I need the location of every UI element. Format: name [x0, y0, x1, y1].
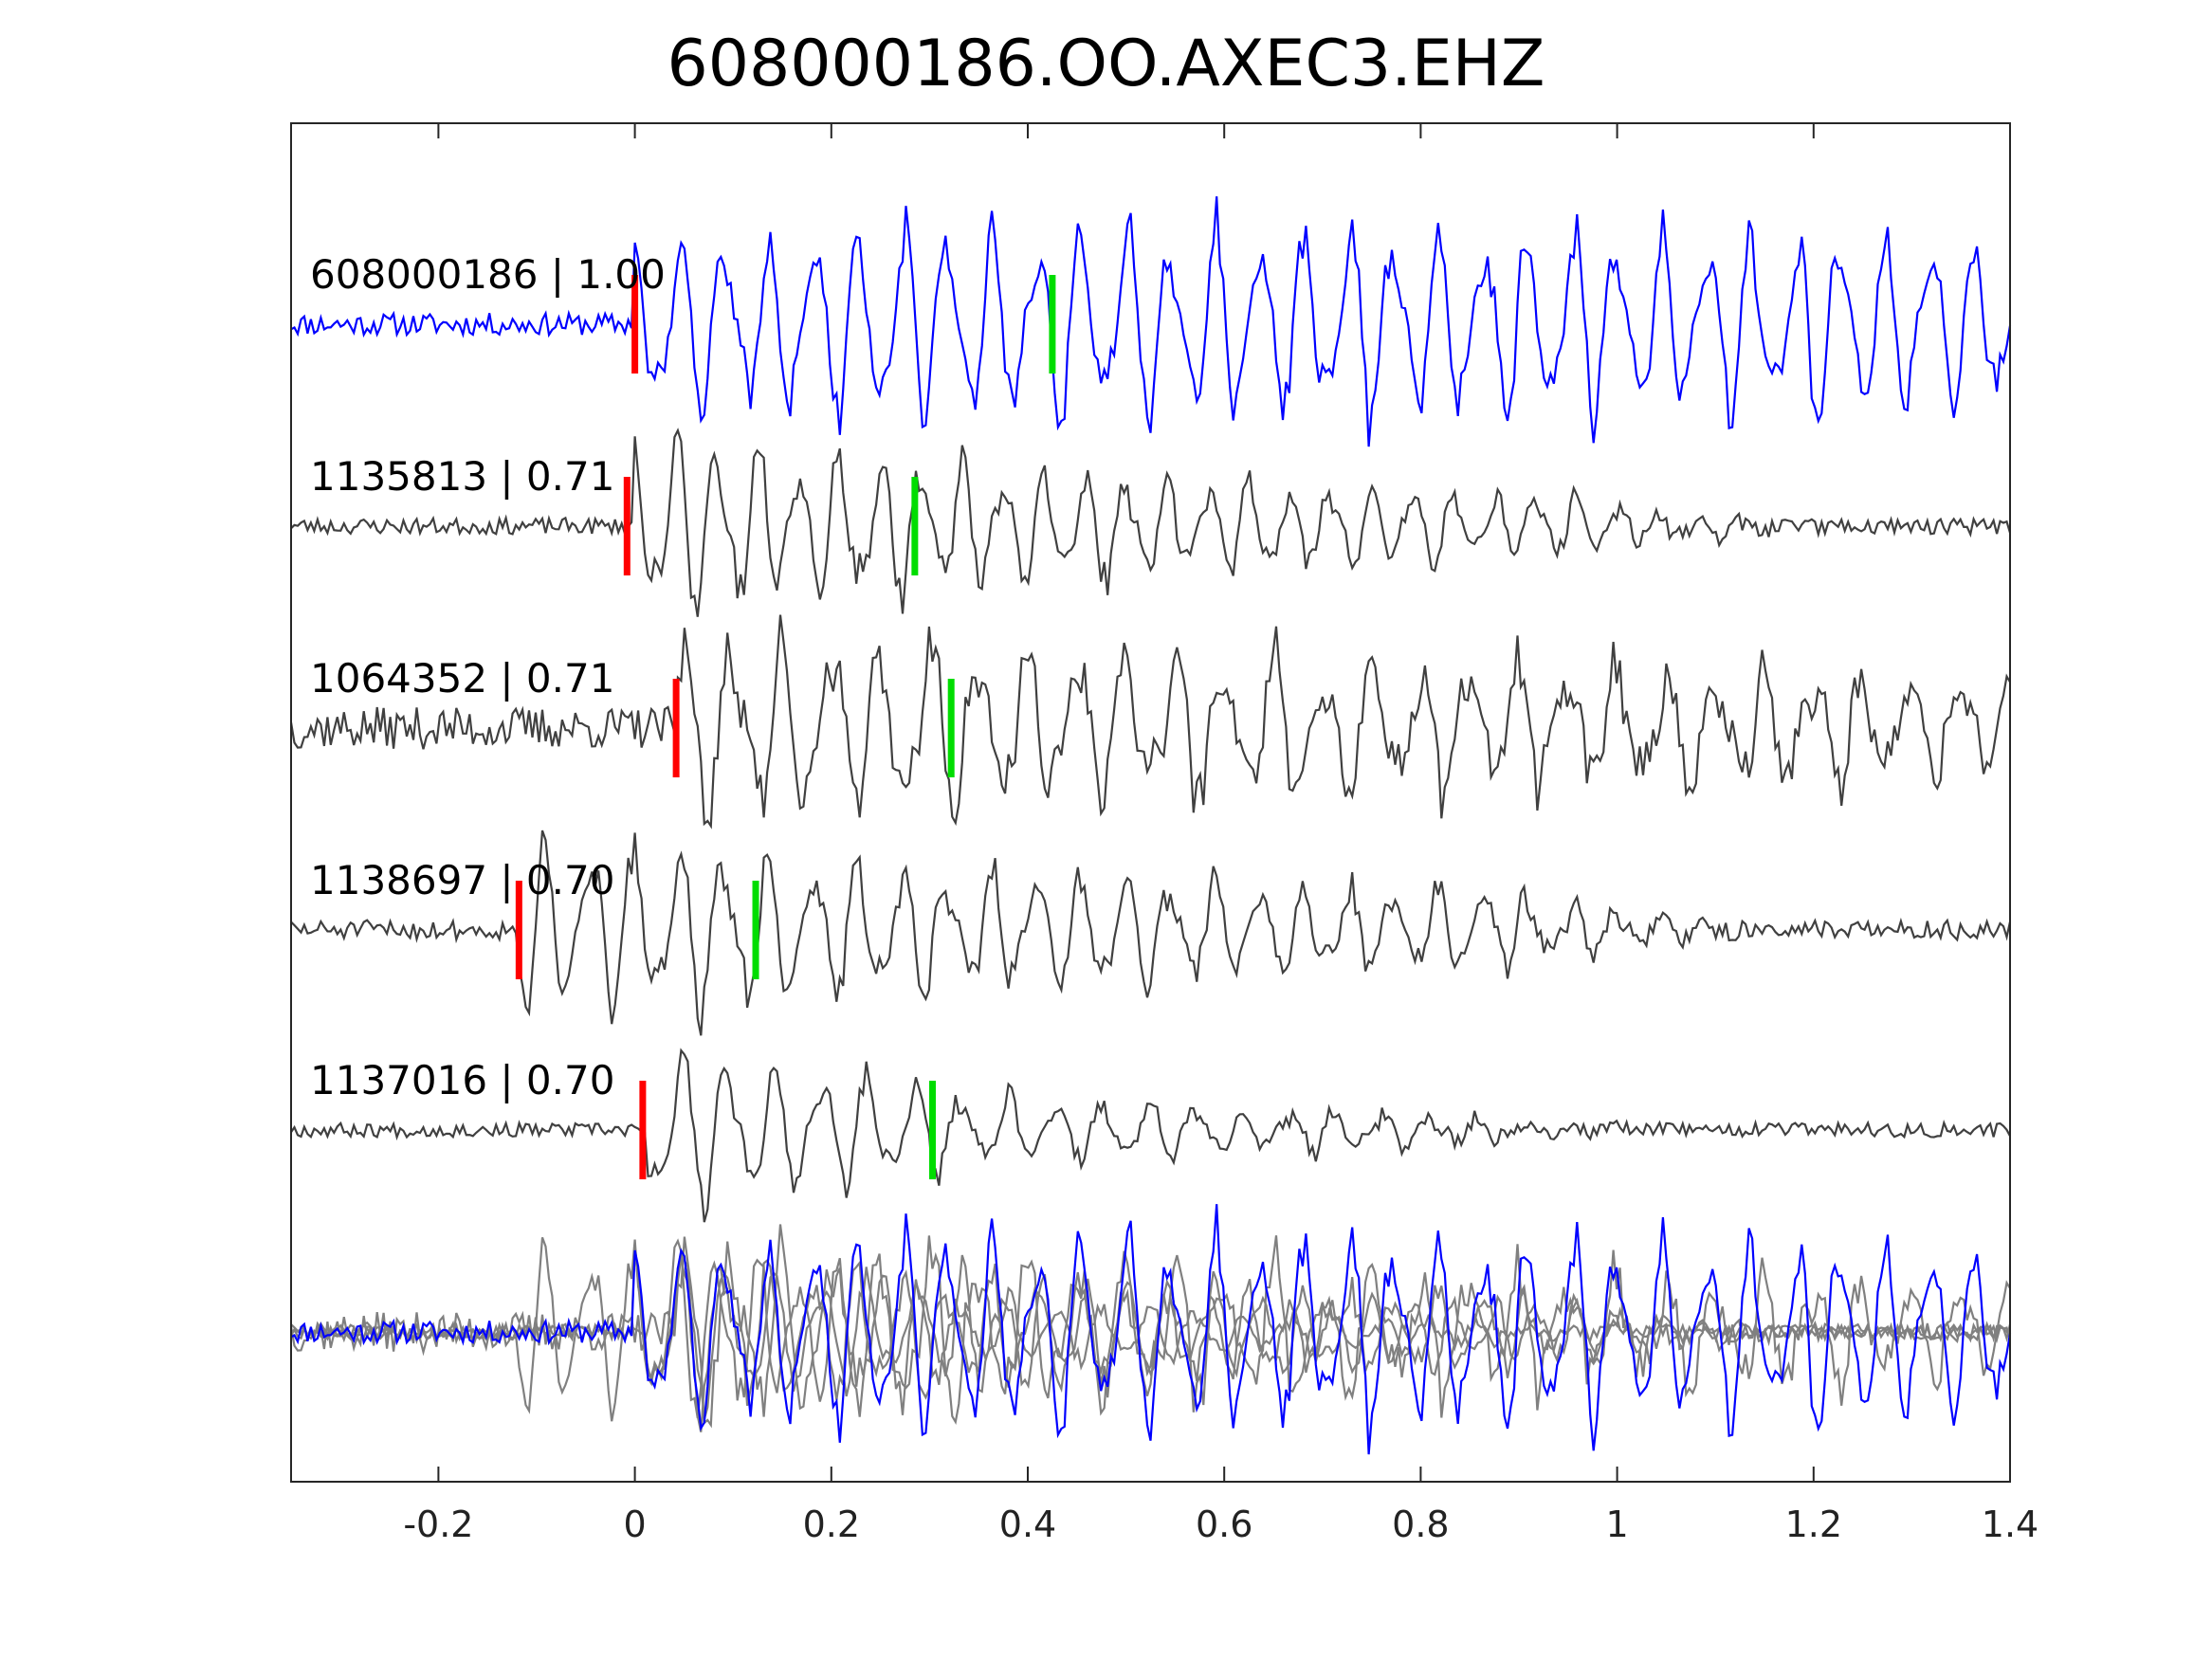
x-tick-label: 1 [1606, 1504, 1629, 1545]
stack-trace-template [290, 1204, 2012, 1455]
trace-labels-group: 608000186 | 1.00 1135813 | 0.71 1064352 | … [310, 251, 666, 1103]
x-ticks-group: -0.2 0 0.2 0.4 0.6 0.8 1 1.2 1.4 [403, 123, 2038, 1545]
stacked-traces-group [289, 1204, 2012, 1455]
stack-trace-1135813 [290, 1238, 2012, 1419]
x-tick-label: 1.4 [1982, 1504, 2038, 1545]
x-tick-label: 0 [624, 1504, 647, 1545]
trace-label-1138697: 1138697 | 0.70 [310, 857, 614, 903]
stack-trace-1137016 [290, 1253, 2011, 1420]
trace-1135813 [290, 428, 2012, 617]
trace-label-1064352: 1064352 | 0.71 [310, 655, 614, 702]
x-tick-label: 0.6 [1196, 1504, 1252, 1545]
x-tick-label: 1.2 [1785, 1504, 1842, 1545]
trace-1137016 [290, 1048, 2011, 1223]
x-tick-label: 0.8 [1392, 1504, 1449, 1545]
x-tick-label: 0.2 [803, 1504, 860, 1545]
trace-608000186 [290, 196, 2012, 447]
traces-group [289, 196, 2012, 1223]
picks-group [515, 275, 1056, 1179]
trace-label-1137016: 1137016 | 0.70 [310, 1057, 614, 1103]
trace-label-608000186: 608000186 | 1.00 [310, 251, 666, 298]
trace-label-1135813: 1135813 | 0.71 [310, 453, 614, 500]
trace-1138697 [290, 830, 2012, 1036]
trace-1064352 [289, 614, 2011, 830]
x-tick-label: -0.2 [403, 1504, 473, 1545]
chart-title: 608000186.OO.AXEC3.EHZ [667, 27, 1545, 101]
x-tick-label: 0.4 [999, 1504, 1056, 1545]
axes-frame [290, 122, 2011, 1483]
